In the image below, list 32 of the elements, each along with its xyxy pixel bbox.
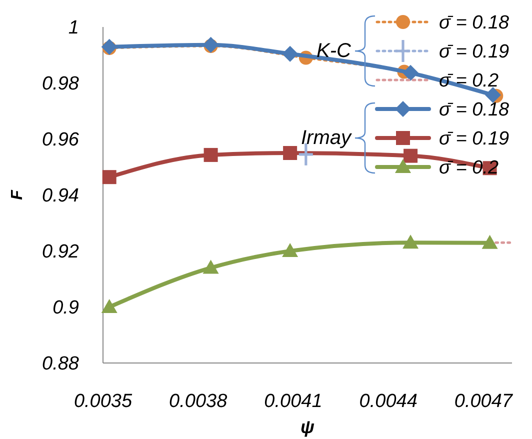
point: [484, 87, 501, 104]
y-axis-title: F: [9, 188, 26, 200]
y-tick-label: 0.88: [42, 354, 80, 375]
legend-label: σ̄ = 0.19: [439, 128, 510, 150]
legend-label: σ̄ = 0.19: [439, 42, 510, 63]
point: [102, 170, 116, 184]
annotation: Irmay: [301, 127, 352, 149]
point: [204, 148, 218, 162]
point: [283, 146, 298, 160]
x-tick-label: 0.0047: [454, 391, 514, 412]
x-tick-label: 0.0038: [169, 391, 228, 412]
legend-label: σ̄ = 0.18: [439, 100, 510, 121]
point: [202, 260, 219, 274]
annotation: K-C: [316, 40, 352, 62]
x-tick-label: 0.0035: [74, 391, 132, 412]
y-tick-label: 0.9: [52, 298, 80, 319]
point: [402, 64, 419, 81]
point: [282, 46, 298, 62]
y-tick-label: 0.96: [42, 130, 80, 151]
legend-label: σ̄ = 0.18: [439, 12, 510, 34]
y-tick-label: 0.98: [42, 74, 80, 95]
point: [404, 148, 418, 163]
point: [482, 234, 498, 249]
x-tick-label: 0.0044: [359, 391, 418, 412]
point: [402, 234, 419, 249]
x-axis-title: ψ: [300, 417, 315, 437]
point: [101, 299, 118, 313]
x-tick-label: 0.0041: [264, 391, 322, 412]
y-tick-label: 0.92: [42, 242, 80, 263]
y-tick-label: 1: [68, 18, 79, 39]
y-tick-label: 0.94: [42, 186, 79, 207]
point: [282, 243, 298, 257]
